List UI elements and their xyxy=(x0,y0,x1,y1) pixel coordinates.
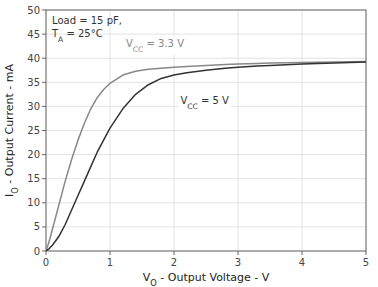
y-tick-label: 25 xyxy=(27,125,40,136)
x-tick xyxy=(366,251,367,255)
y-grid-line xyxy=(46,226,366,227)
y-tick-label: 20 xyxy=(27,149,40,160)
y-tick-label: 0 xyxy=(34,246,40,257)
grid xyxy=(46,10,366,251)
x-tick xyxy=(46,251,47,255)
y-tick-label: 45 xyxy=(27,29,40,40)
x-tick xyxy=(238,251,239,255)
y-tick-label: 30 xyxy=(27,101,40,112)
x-tick-label: 4 xyxy=(299,257,305,268)
y-tick xyxy=(42,34,46,35)
y-tick xyxy=(42,106,46,107)
series-label: VCC = 5 V xyxy=(180,95,229,111)
x-tick xyxy=(302,251,303,255)
y-tick xyxy=(42,178,46,179)
y-tick xyxy=(42,226,46,227)
x-tick xyxy=(110,251,111,255)
x-tick-label: 0 xyxy=(43,257,49,268)
x-tick-label: 2 xyxy=(171,257,177,268)
y-tick xyxy=(42,154,46,155)
y-tick-label: 35 xyxy=(27,77,40,88)
y-axis-label: IO - Output Current - mA xyxy=(3,64,20,197)
y-tick xyxy=(42,251,46,252)
y-grid-line xyxy=(46,82,366,83)
series-line xyxy=(46,62,366,251)
y-grid-line xyxy=(46,58,366,59)
y-tick xyxy=(42,82,46,83)
series-line xyxy=(46,62,366,251)
chart: 01234505101520253035404550VCC = 3.3 VVCC… xyxy=(0,0,378,287)
y-tick-label: 15 xyxy=(27,173,40,184)
y-grid-line xyxy=(46,154,366,155)
y-tick-label: 5 xyxy=(34,221,40,232)
y-tick-label: 40 xyxy=(27,53,40,64)
annotation: TA = 25°C xyxy=(51,28,103,44)
x-tick xyxy=(174,251,175,255)
x-tick-label: 3 xyxy=(235,257,241,268)
y-tick-label: 10 xyxy=(27,197,40,208)
annotation: Load = 15 pF, xyxy=(52,15,122,26)
y-tick xyxy=(42,130,46,131)
y-grid-line xyxy=(46,202,366,203)
y-tick xyxy=(42,10,46,11)
label-background xyxy=(124,37,186,55)
y-grid-line xyxy=(46,178,366,179)
x-tick-label: 1 xyxy=(107,257,113,268)
y-grid-line xyxy=(46,130,366,131)
y-tick xyxy=(42,58,46,59)
series-label: VCC = 3.3 V xyxy=(126,38,184,54)
y-tick xyxy=(42,202,46,203)
label-background xyxy=(178,94,231,112)
plot-frame xyxy=(46,10,366,251)
lines xyxy=(46,62,366,251)
y-tick-label: 50 xyxy=(27,5,40,16)
x-tick-label: 5 xyxy=(363,257,369,268)
x-axis-label: VO - Output Voltage - V xyxy=(143,271,270,287)
